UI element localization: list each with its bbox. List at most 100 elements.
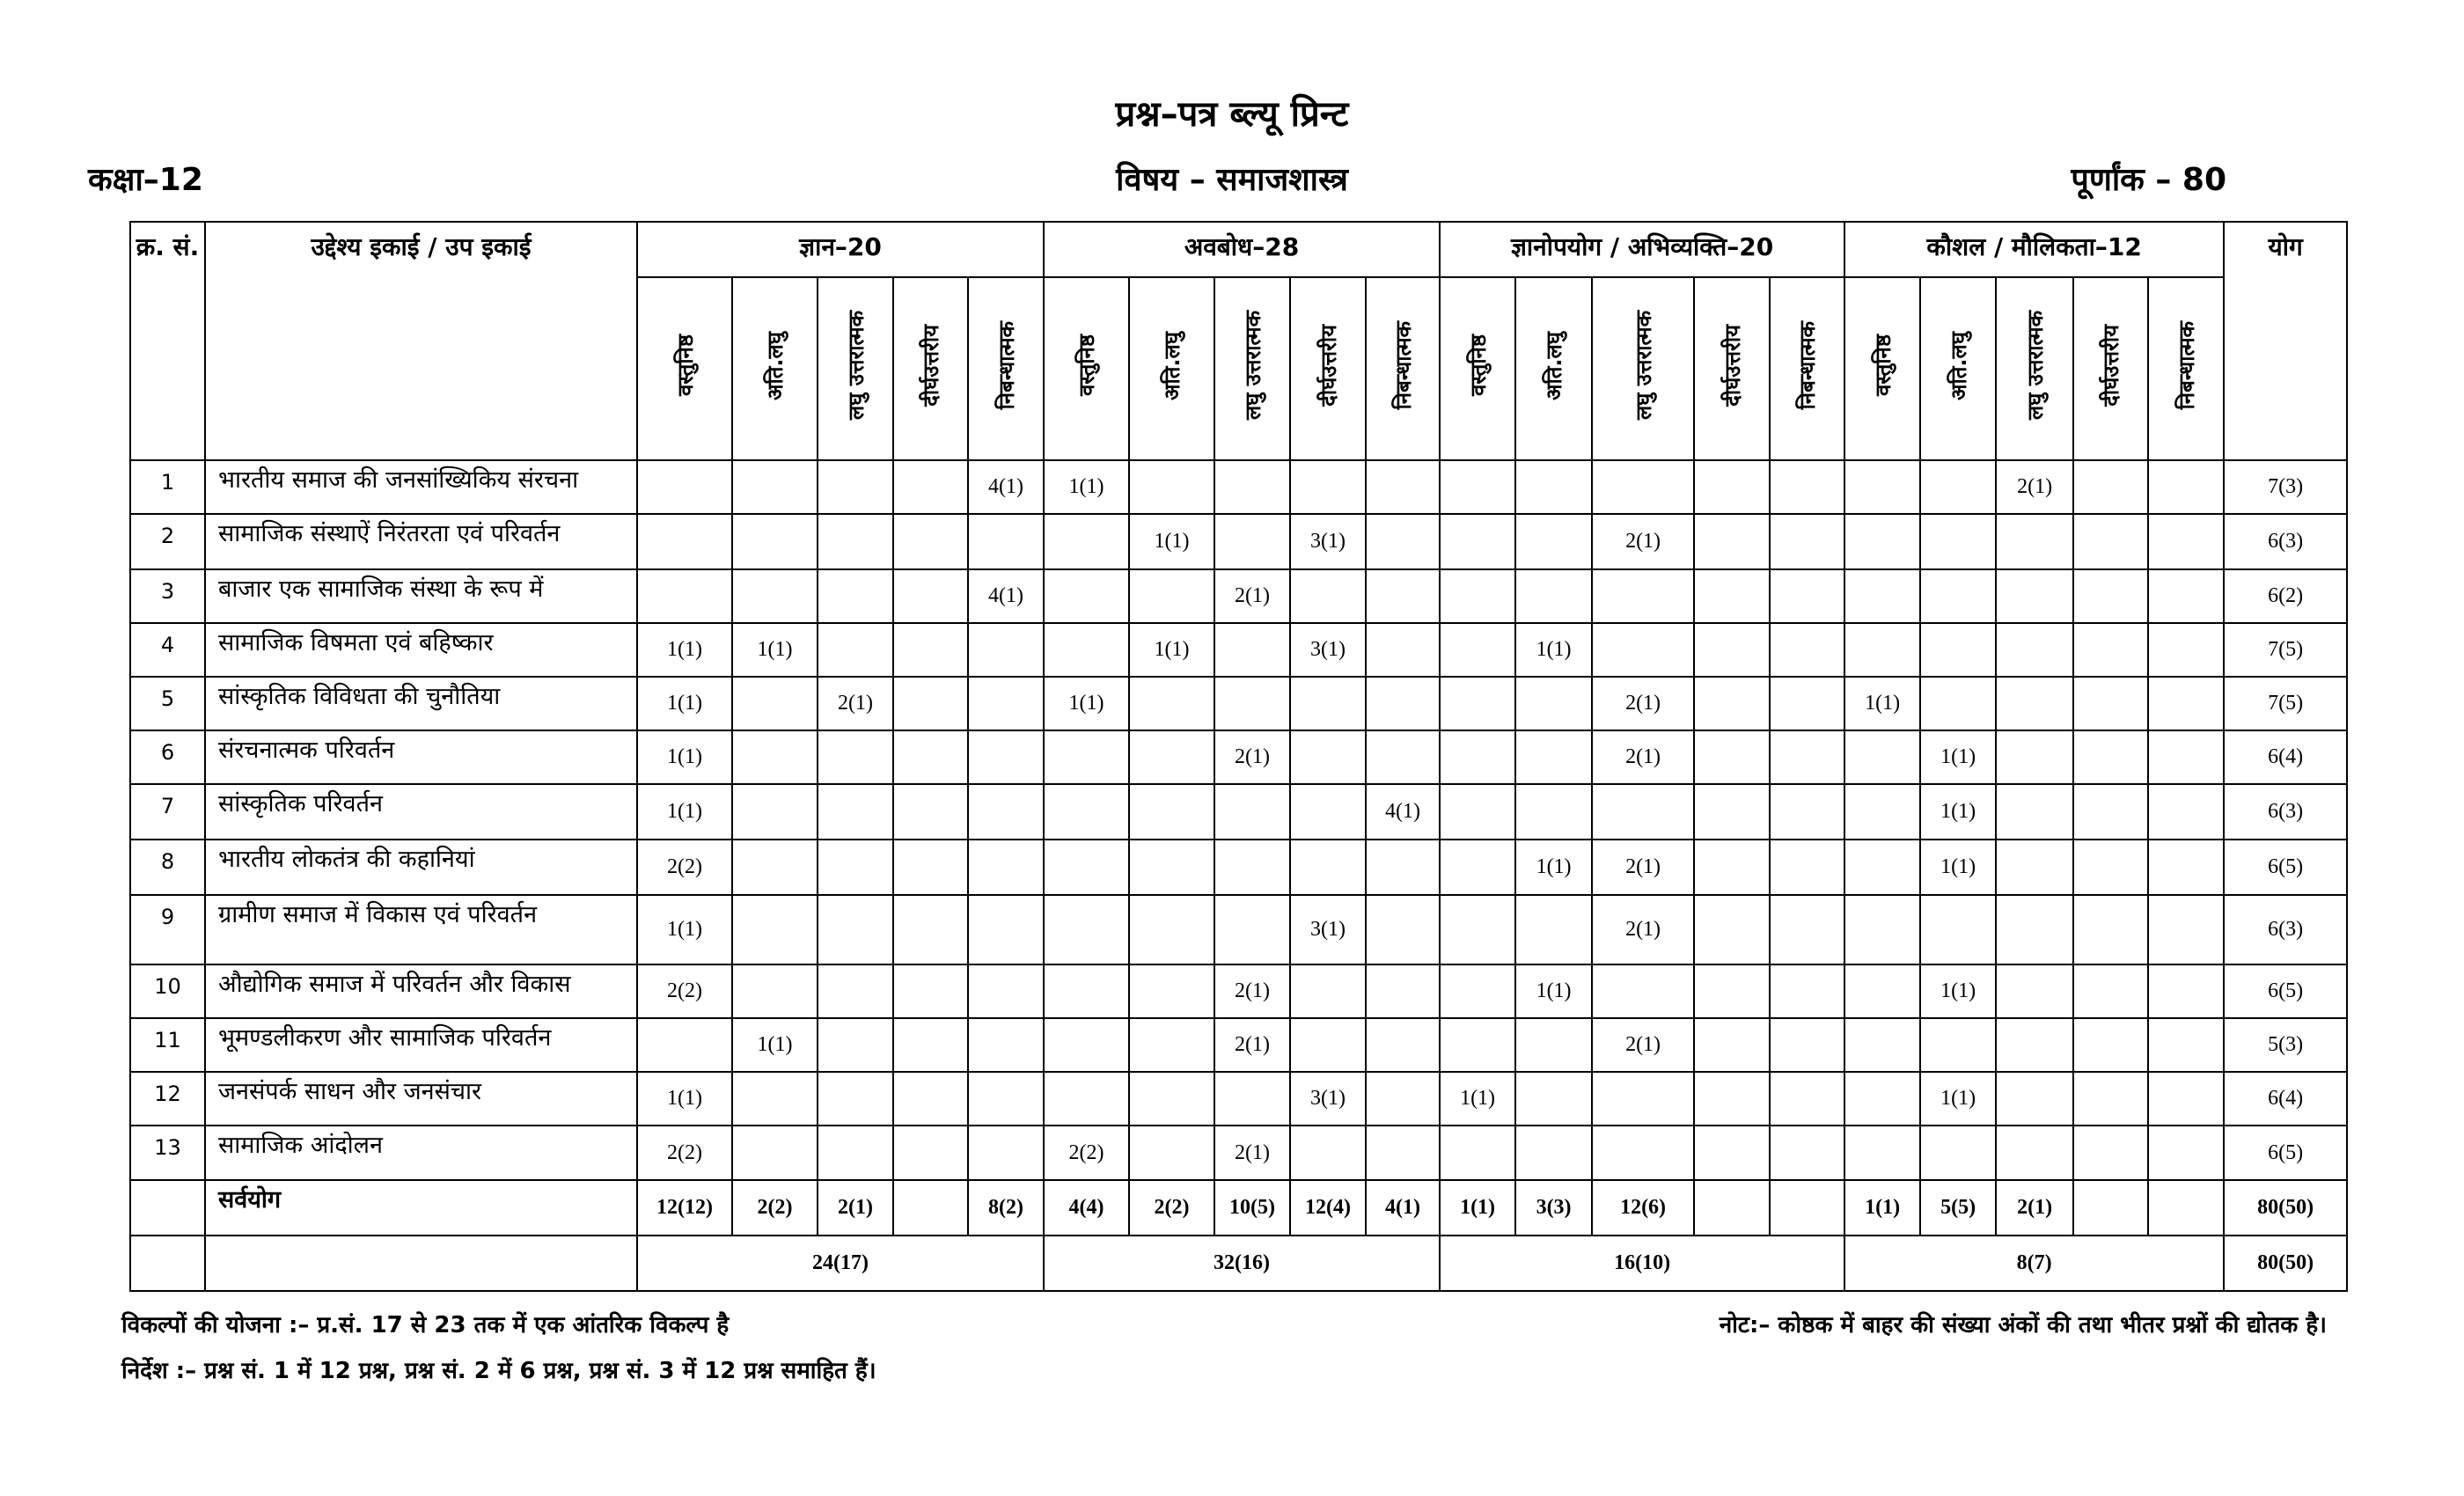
marks-cell bbox=[1514, 894, 1594, 965]
marks-cell bbox=[817, 964, 894, 1019]
marks-cell bbox=[1995, 894, 2075, 965]
marks-cell bbox=[1693, 459, 1771, 515]
serial-number bbox=[129, 1179, 206, 1236]
marks-cell bbox=[1214, 783, 1292, 840]
marks-cell bbox=[1365, 513, 1441, 570]
marks-cell bbox=[731, 1125, 818, 1181]
question-type-label: दीर्घउत्तरीय bbox=[1316, 325, 1341, 407]
marks-cell bbox=[1693, 1125, 1771, 1181]
marks-cell bbox=[2147, 730, 2226, 785]
column-total: 4(1) bbox=[1365, 1179, 1441, 1236]
marks-cell: 2(2) bbox=[636, 839, 733, 896]
marks-cell bbox=[2147, 676, 2226, 731]
table-row: 4 सामाजिक विषमता एवं बहिष्कार 1(1) 1(1) 1(1)… bbox=[129, 622, 2349, 678]
marks-cell bbox=[817, 622, 894, 678]
marks-cell bbox=[1844, 513, 1922, 570]
marks-cell bbox=[731, 964, 818, 1019]
question-type-header: वस्तुनिष्ठ bbox=[1043, 276, 1131, 461]
marks-cell bbox=[1591, 1071, 1696, 1126]
marks-cell bbox=[966, 839, 1045, 896]
marks-cell bbox=[1591, 964, 1696, 1019]
marks-cell bbox=[1693, 1071, 1771, 1126]
marks-cell bbox=[1514, 730, 1594, 785]
group-total: 8(7) bbox=[1844, 1235, 2226, 1292]
question-type-label: लघु उत्तरात्मक bbox=[1631, 311, 1656, 421]
marks-cell: 2(2) bbox=[1043, 1125, 1131, 1181]
question-type-label: दीर्घउत्तरीय bbox=[2099, 325, 2124, 407]
marks-cell bbox=[1365, 622, 1441, 678]
marks-cell bbox=[1043, 513, 1131, 570]
serial-number: 5 bbox=[129, 676, 206, 731]
marks-cell bbox=[1995, 513, 2075, 570]
marks-cell bbox=[1591, 1125, 1696, 1181]
group-header: कौशल / मौलिकता–12 bbox=[1844, 221, 2226, 278]
marks-cell: 1(1) bbox=[1919, 839, 1998, 896]
marks-cell: 2(2) bbox=[636, 1125, 733, 1181]
marks-cell bbox=[1769, 459, 1846, 515]
document-title: प्रश्न–पत्र ब्ल्यू प्रिन्ट bbox=[1115, 94, 1349, 135]
marks-cell bbox=[1439, 676, 1517, 731]
marks-cell bbox=[1919, 676, 1998, 731]
table-row: 5 सांस्कृतिक विविधता की चुनौतिया 1(1) 2(1) 1… bbox=[129, 676, 2349, 731]
column-total: 5(5) bbox=[1919, 1179, 1998, 1236]
question-type-label: वस्तुनिष्ठ bbox=[1870, 334, 1896, 397]
row-total: 5(3) bbox=[2223, 1017, 2349, 1073]
column-total bbox=[1769, 1179, 1846, 1236]
subheader-row: वस्तुनिष्ठ अति.लघु लघु उत्तरात्मक दीर्घउत्त… bbox=[130, 276, 2347, 461]
class-label: कक्षा–12 bbox=[88, 162, 203, 198]
marks-cell bbox=[1995, 839, 2075, 896]
marks-cell: 1(1) bbox=[1128, 622, 1216, 678]
table-row: 13 सामाजिक आंदोलन 2(2) 2(2) 2(1) 6(5) bbox=[129, 1125, 2349, 1181]
unit-name: ग्रामीण समाज में विकास एवं परिवर्तन bbox=[204, 894, 638, 965]
marks-cell bbox=[817, 894, 894, 965]
marks-cell bbox=[1844, 1125, 1922, 1181]
row-total: 7(3) bbox=[2223, 459, 2349, 515]
unit-name: भूमण्डलीकरण और सामाजिक परिवर्तन bbox=[204, 1017, 638, 1073]
marks-cell: 2(1) bbox=[1995, 459, 2075, 515]
marks-cell bbox=[1043, 1017, 1131, 1073]
serial-number: 7 bbox=[129, 783, 206, 840]
marks-cell bbox=[1769, 1071, 1846, 1126]
marks-cell bbox=[1769, 568, 1846, 624]
marks-cell bbox=[1514, 513, 1594, 570]
note-text: नोट:– कोष्ठक में बाहर की संख्या अंकों की… bbox=[1719, 1312, 2327, 1338]
marks-cell bbox=[1439, 622, 1517, 678]
header-row: क्र. सं. उद्देश्य इकाई / उप इकाई ज्ञान–20 अ… bbox=[129, 221, 2349, 461]
marks-cell bbox=[966, 783, 1045, 840]
marks-cell bbox=[1693, 676, 1771, 731]
marks-cell bbox=[2147, 1017, 2226, 1073]
table-row: 2 सामाजिक संस्थाऐं निरंतरता एवं परिवर्तन 1… bbox=[129, 513, 2349, 570]
column-total bbox=[1693, 1179, 1771, 1236]
question-type-header: वस्तुनिष्ठ bbox=[636, 276, 733, 461]
marks-cell: 2(1) bbox=[1591, 839, 1696, 896]
marks-cell bbox=[1043, 622, 1131, 678]
question-type-header: निबन्धात्मक bbox=[966, 276, 1045, 461]
marks-cell bbox=[1439, 839, 1517, 896]
grand-total-row: सर्वयोग 12(12) 2(2) 2(1) 8(2) 4(4) 2(2) 10(5) 12… bbox=[129, 1179, 2349, 1236]
marks-cell bbox=[2072, 730, 2150, 785]
marks-cell bbox=[1995, 730, 2075, 785]
question-type-header: लघु उत्तरात्मक bbox=[1214, 276, 1292, 461]
marks-cell bbox=[966, 1017, 1045, 1073]
marks-cell bbox=[1844, 568, 1922, 624]
marks-cell bbox=[817, 730, 894, 785]
marks-cell bbox=[1128, 894, 1216, 965]
marks-cell: 1(1) bbox=[1844, 676, 1922, 731]
group-total: 32(16) bbox=[1043, 1235, 1441, 1292]
marks-cell bbox=[731, 1071, 818, 1126]
marks-cell bbox=[1693, 513, 1771, 570]
column-total: 8(2) bbox=[966, 1179, 1045, 1236]
serial-number: 3 bbox=[129, 568, 206, 624]
question-type-header: दीर्घउत्तरीय bbox=[2072, 276, 2150, 461]
marks-cell bbox=[731, 894, 818, 965]
marks-cell bbox=[1995, 676, 2075, 731]
marks-cell bbox=[1439, 1125, 1517, 1181]
question-type-label: निबन्धात्मक bbox=[994, 321, 1019, 410]
marks-cell: 1(1) bbox=[731, 622, 818, 678]
marks-cell bbox=[817, 513, 894, 570]
marks-cell: 1(1) bbox=[636, 894, 733, 965]
marks-cell bbox=[1769, 1017, 1846, 1073]
serial-number: 11 bbox=[129, 1017, 206, 1073]
marks-cell bbox=[1769, 730, 1846, 785]
marks-cell bbox=[2072, 894, 2150, 965]
